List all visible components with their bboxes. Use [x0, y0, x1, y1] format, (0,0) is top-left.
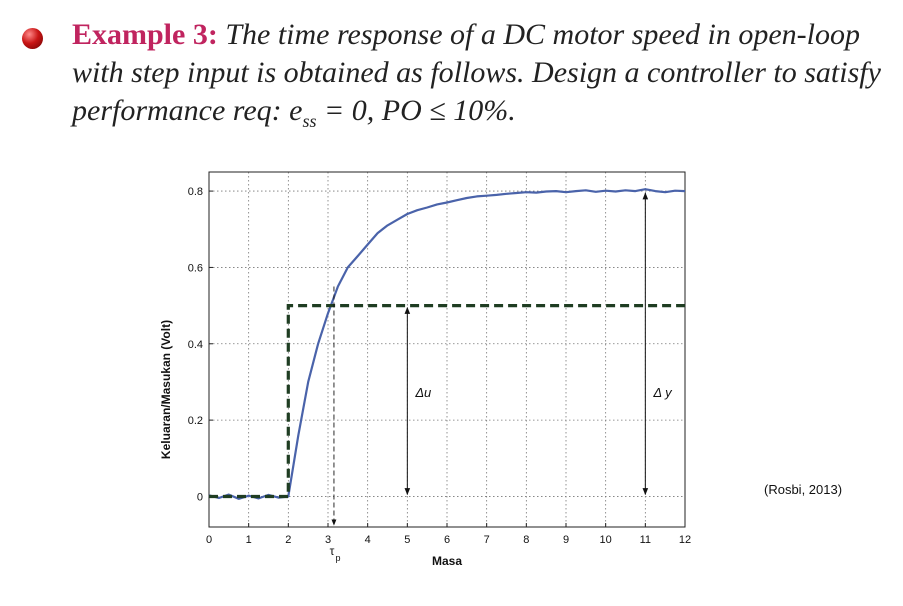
y-tick-label: 0	[197, 491, 203, 503]
x-tick-label: 2	[285, 534, 291, 546]
response-curve-line	[208, 188, 686, 500]
y-axis-label: Keluaran/Masukan (Volt)	[159, 320, 173, 459]
x-tick-label: 3	[325, 534, 331, 546]
x-tick-label: 9	[563, 534, 569, 546]
x-tick-label: 12	[679, 534, 691, 546]
y-tick-label: 0.4	[188, 339, 203, 351]
heading-body: The time response of a DC motor speed in…	[72, 18, 881, 131]
x-tick-label: 8	[523, 534, 529, 546]
x-tick-label: 7	[484, 534, 490, 546]
x-tick-label: 0	[206, 534, 212, 546]
x-tick-label: 6	[444, 534, 450, 546]
heading-body-text: The time response of a DC motor speed in…	[72, 18, 881, 127]
heading-lead: Example 3:	[72, 18, 218, 51]
delta-u-label: Δu	[414, 385, 431, 400]
x-tick-label: 1	[246, 534, 252, 546]
heading-subscript: ss	[302, 111, 317, 131]
x-tick-label: 4	[365, 534, 371, 546]
citation: (Rosbi, 2013)	[764, 482, 843, 497]
y-tick-label: 0.8	[188, 186, 203, 198]
x-tick-label: 5	[404, 534, 410, 546]
y-tick-label: 0.2	[188, 415, 203, 427]
bullet-icon	[22, 28, 43, 49]
tau-p-label: τ	[330, 544, 335, 558]
x-tick-label: 10	[600, 534, 612, 546]
delta-y-label: Δ y	[652, 385, 673, 400]
slide-heading: Example 3: The time response of a DC mot…	[72, 16, 882, 140]
x-tick-label: 11	[640, 534, 651, 546]
tau-p-subscript: p	[335, 553, 340, 563]
heading-tail: = 0, PO ≤ 10%.	[316, 94, 516, 127]
y-tick-label: 0.6	[188, 262, 203, 274]
step-input-line	[209, 304, 685, 499]
x-axis-label: Masa	[432, 554, 462, 568]
